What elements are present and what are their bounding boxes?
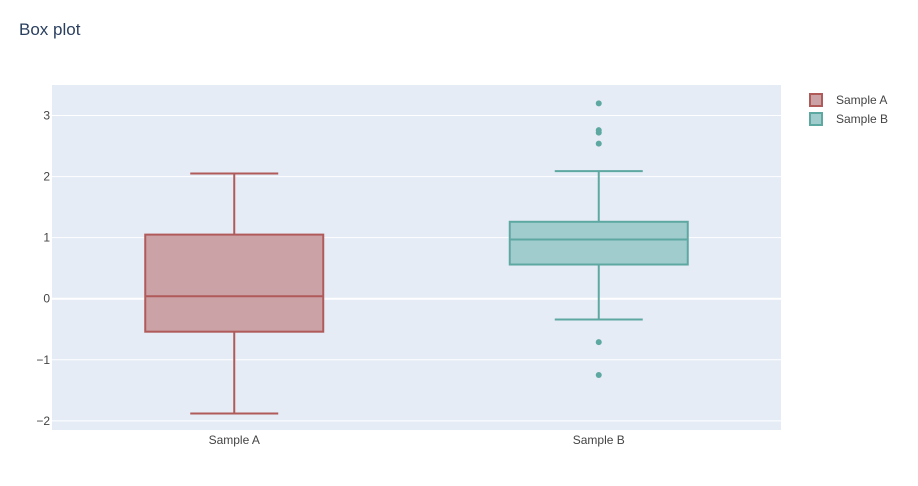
y-tick-label: 0 bbox=[43, 292, 50, 306]
outlier-point bbox=[595, 140, 602, 147]
legend-item[interactable]: Sample A bbox=[809, 93, 887, 107]
legend-swatch bbox=[809, 112, 823, 126]
box-series bbox=[144, 100, 689, 415]
legend-item[interactable]: Sample B bbox=[809, 112, 888, 126]
outlier-point bbox=[595, 129, 602, 136]
chart-title: Box plot bbox=[19, 20, 81, 39]
box-sample-b bbox=[508, 100, 689, 379]
x-axis-ticks: Sample A Sample B bbox=[209, 433, 625, 447]
legend-swatch bbox=[809, 93, 823, 107]
y-tick-label: −2 bbox=[36, 414, 50, 428]
y-tick-label: −1 bbox=[36, 353, 50, 367]
y-tick-label: 1 bbox=[43, 231, 50, 245]
y-tick-label: 2 bbox=[43, 170, 50, 184]
outlier-point bbox=[595, 339, 602, 346]
iqr-box bbox=[144, 233, 325, 333]
outlier-point bbox=[595, 100, 602, 107]
x-tick-label: Sample B bbox=[573, 433, 625, 447]
outlier-point bbox=[595, 372, 602, 379]
x-tick-label: Sample A bbox=[209, 433, 260, 447]
iqr-box bbox=[508, 220, 689, 266]
y-tick-label: 3 bbox=[43, 109, 50, 123]
legend[interactable]: Sample A Sample B bbox=[809, 93, 888, 126]
y-axis-ticks: −2 −1 0 1 2 3 bbox=[36, 109, 50, 428]
legend-label: Sample A bbox=[836, 93, 887, 107]
box-sample-a bbox=[144, 172, 325, 415]
legend-label: Sample B bbox=[836, 112, 888, 126]
